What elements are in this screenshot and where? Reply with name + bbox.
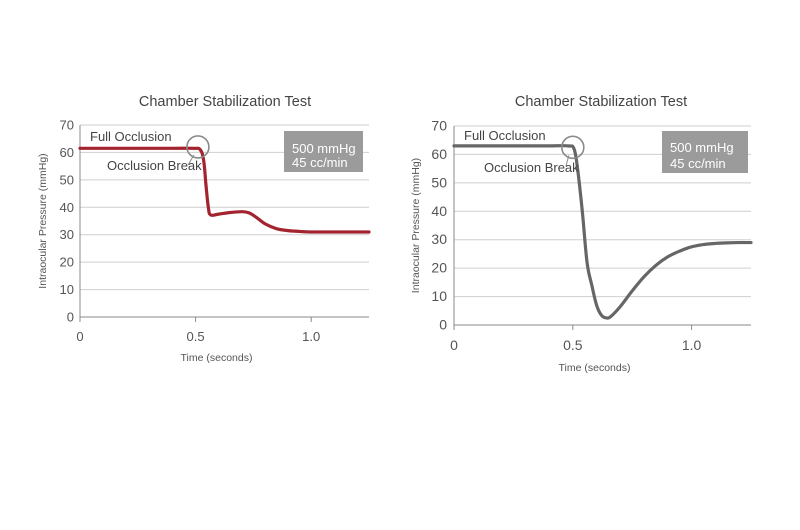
y-axis-label: Intraocular Pressure (mmHg) bbox=[37, 153, 49, 288]
y-tick-label: 20 bbox=[60, 255, 74, 270]
chart-title: Chamber Stabilization Test bbox=[515, 94, 687, 110]
settings-box-line: 45 cc/min bbox=[292, 155, 348, 170]
y-tick-label: 40 bbox=[431, 203, 447, 219]
x-axis-label: Time (seconds) bbox=[559, 362, 631, 374]
y-tick-label: 30 bbox=[60, 227, 74, 242]
y-tick-label: 10 bbox=[60, 282, 74, 297]
x-axis-label: Time (seconds) bbox=[181, 352, 253, 364]
y-tick-label: 40 bbox=[60, 200, 74, 215]
y-tick-label: 70 bbox=[431, 118, 447, 134]
y-tick-label: 0 bbox=[67, 310, 74, 325]
settings-box-line: 500 mmHg bbox=[670, 140, 734, 155]
settings-box-line: 45 cc/min bbox=[670, 156, 726, 171]
x-tick-label: 0.5 bbox=[187, 329, 205, 344]
y-tick-label: 60 bbox=[431, 146, 447, 162]
occlusion-break-marker bbox=[186, 135, 210, 159]
annotation-leader bbox=[565, 155, 570, 167]
settings-box bbox=[662, 131, 748, 173]
y-tick-label: 20 bbox=[431, 260, 447, 276]
settings-box-line: 500 mmHg bbox=[292, 141, 356, 156]
y-tick-label: 60 bbox=[60, 145, 74, 160]
annotation-occlusion-break: Occlusion Break bbox=[107, 158, 202, 173]
x-tick-label: 0 bbox=[76, 329, 83, 344]
occlusion-break-marker bbox=[560, 135, 585, 160]
annotation-leader bbox=[187, 154, 195, 166]
x-tick-label: 0 bbox=[450, 337, 458, 353]
annotation-full-occlusion: Full Occlusion bbox=[464, 128, 546, 143]
y-tick-label: 10 bbox=[431, 288, 447, 304]
y-tick-label: 30 bbox=[431, 231, 447, 247]
y-tick-label: 50 bbox=[60, 172, 74, 187]
annotation-full-occlusion: Full Occlusion bbox=[90, 129, 172, 144]
x-tick-label: 1.0 bbox=[682, 337, 702, 353]
chart-title: Chamber Stabilization Test bbox=[139, 94, 311, 110]
chart-2: Chamber Stabilization Test 0 0.5 1.0 0 10 20 30… bbox=[410, 94, 753, 374]
y-tick-label: 0 bbox=[439, 317, 447, 333]
annotation-occlusion-break: Occlusion Break bbox=[484, 160, 579, 175]
x-tick-label: 1.0 bbox=[302, 329, 320, 344]
settings-box bbox=[284, 131, 363, 172]
series-line bbox=[452, 144, 753, 320]
y-tick-label: 50 bbox=[431, 174, 447, 190]
y-axis-label: Intraocular Pressure (mmHg) bbox=[410, 158, 422, 293]
chart-1: Chamber Stabilization Test 0 0.5 1.0 0 10 20 30… bbox=[37, 94, 371, 364]
x-tick-label: 0.5 bbox=[563, 337, 583, 353]
y-tick-label: 70 bbox=[60, 118, 74, 133]
series-line bbox=[78, 146, 371, 234]
